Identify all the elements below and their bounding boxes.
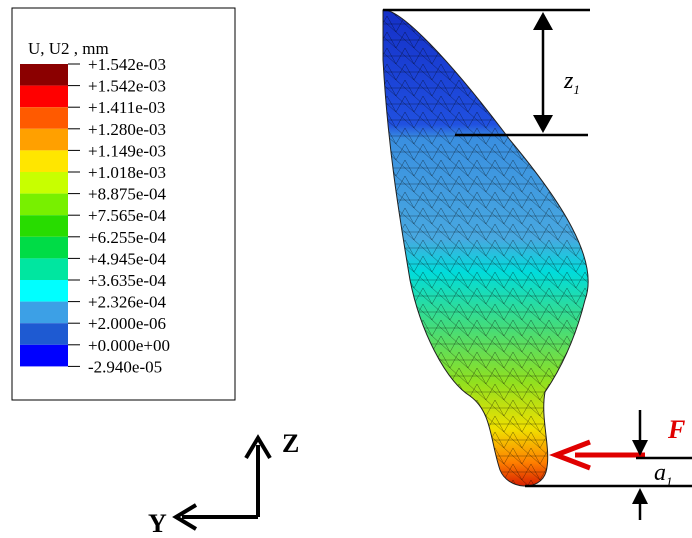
- legend-swatch: [20, 215, 68, 237]
- dimension-z: [383, 8, 590, 137]
- legend-label: +4.945e-04: [88, 249, 167, 268]
- legend-swatch: [20, 323, 68, 345]
- legend-label: +1.149e-03: [88, 141, 166, 160]
- legend-swatch: [20, 301, 68, 324]
- legend-label: +1.018e-03: [88, 163, 166, 182]
- legend-swatch: [20, 193, 68, 216]
- legend-swatch: [20, 344, 68, 367]
- legend-label: +0.000e+00: [88, 336, 170, 355]
- force-label: F: [667, 415, 685, 444]
- z-axis-label: Z: [282, 429, 299, 458]
- legend-label: +3.635e-04: [88, 271, 167, 290]
- axis-triad: [172, 434, 272, 531]
- legend-swatch: [20, 107, 68, 129]
- legend-label: +6.255e-04: [88, 228, 167, 247]
- z-label: z1: [563, 68, 580, 97]
- tooth: [382, 9, 589, 487]
- legend-swatch: [20, 280, 68, 302]
- legend-label: -2.940e-05: [88, 357, 162, 376]
- y-axis-label: Y: [148, 509, 167, 538]
- a-label: a1: [654, 460, 673, 489]
- legend-swatch: [20, 64, 68, 86]
- legend-swatch: [20, 128, 68, 151]
- legend-label: +7.565e-04: [88, 206, 167, 225]
- legend-swatch: [20, 150, 68, 172]
- legend-label: +2.326e-04: [88, 293, 167, 312]
- legend-swatch: [20, 85, 68, 108]
- legend-swatch: [20, 258, 68, 280]
- legend-entries: +1.542e-03 +1.542e-03 +1.411e-03 +1.280e-03…: [20, 55, 170, 376]
- force-arrow: [548, 439, 645, 471]
- legend-swatch: [20, 236, 68, 259]
- legend-label: +2.000e-06: [88, 314, 166, 333]
- legend-label: +1.411e-03: [88, 98, 165, 117]
- legend-label: +1.280e-03: [88, 120, 166, 139]
- legend-label: +8.875e-04: [88, 185, 167, 204]
- legend-swatch: [20, 172, 68, 194]
- legend-label: +1.542e-03: [88, 77, 166, 96]
- legend-label: +1.542e-03: [88, 55, 166, 74]
- legend-title: U, U2 , mm: [28, 39, 109, 58]
- dimension-a: [525, 410, 692, 520]
